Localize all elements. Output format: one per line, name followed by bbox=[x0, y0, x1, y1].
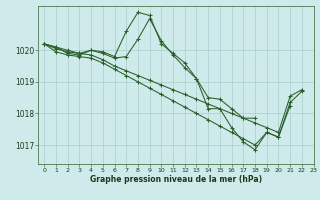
X-axis label: Graphe pression niveau de la mer (hPa): Graphe pression niveau de la mer (hPa) bbox=[90, 175, 262, 184]
